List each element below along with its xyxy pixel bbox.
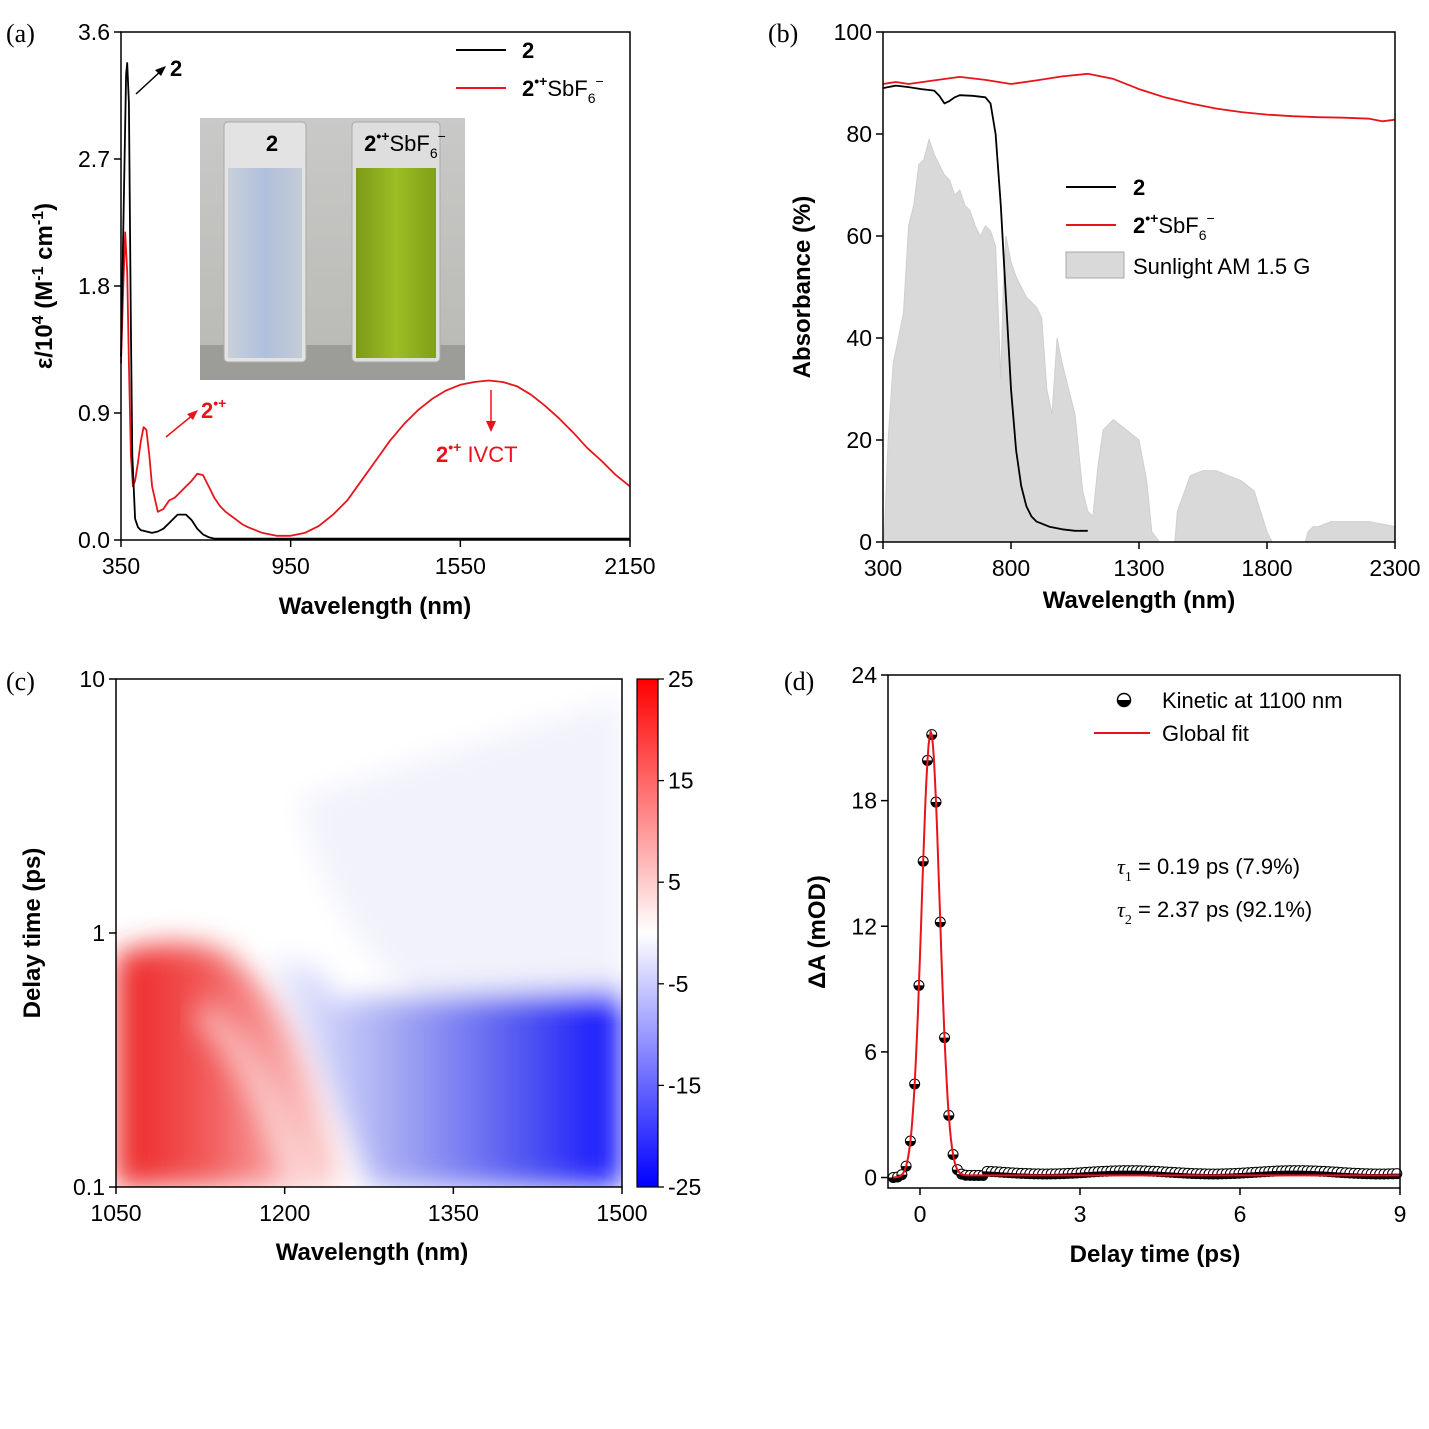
x-tick-label: 300 <box>864 555 902 581</box>
y-tick-label: 6 <box>864 1039 877 1065</box>
panel-c-xlabel: Wavelength (nm) <box>276 1239 468 1266</box>
panel-c: (c) <box>6 666 701 1266</box>
x-tick-label: 6 <box>1234 1201 1247 1227</box>
panel-d-ylabel: ΔA (mOD) <box>804 875 831 989</box>
x-tick-label: 9 <box>1394 1201 1407 1227</box>
tau2-annotation: τ2 = 2.37 ps (92.1%) <box>1117 897 1312 928</box>
annotation-2-radical: 2•+ <box>201 395 226 423</box>
panel-a-ylabel: ε/104 (M-1 cm-1) <box>30 203 58 369</box>
legend-a-label-2-radical: 2•+SbF6− <box>522 73 604 106</box>
panel-d-label: (d) <box>784 667 814 696</box>
panel-d-legend: Kinetic at 1100 nm Global fit <box>1094 688 1343 746</box>
panel-c-ylabel: Delay time (ps) <box>19 848 46 1019</box>
heatmap-faint-blue <box>300 700 622 1000</box>
panel-b-xlabel: Wavelength (nm) <box>1043 587 1235 614</box>
y-tick-label: 3.6 <box>78 19 110 45</box>
y-tick-label: 0.0 <box>78 527 110 553</box>
panel-d-frame <box>887 674 1401 1189</box>
x-tick-label: 0 <box>914 1201 927 1227</box>
y-tick-label: 12 <box>851 913 877 939</box>
colorbar-tick-label: 25 <box>668 666 694 692</box>
legend-b-label-2: 2 <box>1133 175 1145 200</box>
legend-a-label-2: 2 <box>522 38 534 63</box>
tau1-annotation: τ1 = 0.19 ps (7.9%) <box>1117 854 1300 885</box>
legend-b-label-sunlight: Sunlight AM 1.5 G <box>1133 254 1310 279</box>
y-tick-label: 2.7 <box>78 146 110 172</box>
y-tick-label: 60 <box>846 223 872 249</box>
panel-b-ylabel: Absorbance (%) <box>789 196 816 379</box>
y-tick-label: 10 <box>79 666 105 692</box>
panel-a-xlabel: Wavelength (nm) <box>279 593 471 620</box>
x-tick-label: 2150 <box>604 553 655 579</box>
legend-d-label-fit: Global fit <box>1162 721 1249 746</box>
panel-a: (a) 350 950 1550 2150 0.0 0.9 1.8 2.7 3.6 Wavele… <box>6 19 656 620</box>
y-tick-label: 20 <box>846 427 872 453</box>
y-tick-label: 18 <box>851 788 877 814</box>
panel-b: (b) 300 800 1300 1800 2300 0 20 40 60 80 100 Wavel… <box>768 19 1421 614</box>
colorbar-tick-label: -5 <box>668 971 688 997</box>
panel-c-label: (c) <box>6 667 35 696</box>
panel-d-xlabel: Delay time (ps) <box>1070 1241 1241 1268</box>
panel-b-label: (b) <box>768 19 798 48</box>
global-fit-line <box>893 730 1400 1179</box>
x-tick-label: 1300 <box>1113 555 1164 581</box>
x-tick-label: 1350 <box>428 1200 479 1226</box>
y-tick-label: 0.1 <box>73 1174 105 1200</box>
panel-b-legend: 2 2•+SbF6− Sunlight AM 1.5 G <box>1065 175 1310 279</box>
legend-b-label-2-radical: 2•+SbF6− <box>1133 210 1215 243</box>
legend-b-swatch-sunlight <box>1065 251 1125 279</box>
series-2-line <box>882 84 1088 532</box>
x-tick-label: 2300 <box>1369 555 1420 581</box>
vial-2-radical <box>356 168 436 358</box>
colorbar-tick-label: 5 <box>668 869 681 895</box>
y-tick-label: 1 <box>92 920 105 946</box>
annotation-arrow-2 <box>135 69 163 95</box>
series-2-radical-line <box>882 72 1396 123</box>
annotation-2: 2 <box>170 56 182 81</box>
y-tick-label: 24 <box>851 662 877 688</box>
series-2-radical-line <box>120 231 631 537</box>
y-tick-label: 100 <box>834 19 872 45</box>
x-tick-label: 350 <box>102 553 140 579</box>
x-tick-label: 1200 <box>259 1200 310 1226</box>
y-tick-label: 0 <box>864 1165 877 1191</box>
panel-d: (d) 0 3 6 9 0 6 12 18 24 Delay time (ps) ΔA (mOD… <box>784 662 1406 1268</box>
panel-a-label: (a) <box>6 19 35 48</box>
y-tick-label: 1.8 <box>78 273 110 299</box>
inset-label-2: 2 <box>266 131 278 156</box>
colorbar <box>636 678 659 1188</box>
x-tick-label: 1800 <box>1241 555 1292 581</box>
y-tick-label: 40 <box>846 325 872 351</box>
legend-d-label-kinetic: Kinetic at 1100 nm <box>1162 688 1343 713</box>
annotation-ivct: 2•+ IVCT <box>436 439 518 467</box>
x-tick-label: 1550 <box>435 553 486 579</box>
panel-a-inset-photo: 2 2•+SbF6− <box>200 118 465 380</box>
heatmap-blue-region <box>270 960 622 1187</box>
y-tick-label: 0.9 <box>78 400 110 426</box>
colorbar-tick-label: -25 <box>668 1174 701 1200</box>
x-tick-label: 950 <box>271 553 309 579</box>
colorbar-tick-label: -15 <box>668 1072 701 1098</box>
panel-a-legend: 2 2•+SbF6− <box>456 38 604 106</box>
inset-label-2-radical: 2•+SbF6− <box>364 128 446 161</box>
vial-2 <box>228 168 302 358</box>
panel-a-annotations: 2 2•+ 2•+ IVCT <box>135 56 518 467</box>
series-2-line <box>120 62 630 540</box>
x-tick-label: 1050 <box>90 1200 141 1226</box>
y-tick-label: 80 <box>846 121 872 147</box>
x-tick-label: 1500 <box>596 1200 647 1226</box>
y-tick-label: 0 <box>859 529 872 555</box>
colorbar-tick-label: 15 <box>668 768 694 794</box>
x-tick-label: 800 <box>992 555 1030 581</box>
annotation-arrow-2-radical <box>165 413 195 438</box>
heatmap <box>116 679 622 1187</box>
x-tick-label: 3 <box>1074 1201 1087 1227</box>
